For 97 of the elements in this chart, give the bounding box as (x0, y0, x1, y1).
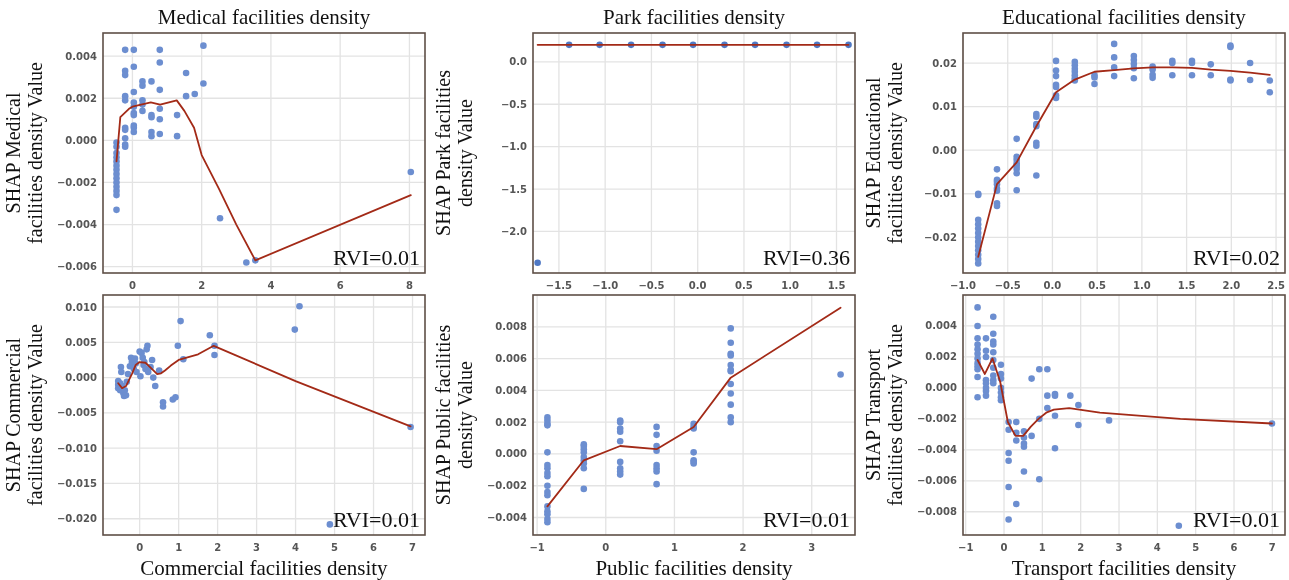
y-tick-label: 0.01 (932, 101, 958, 113)
x-tick-label: −1.5 (545, 280, 572, 291)
y-tick-label: 0.008 (495, 321, 528, 333)
x-tick-label: 0.0 (1043, 280, 1062, 291)
x-tick-label: 0.5 (735, 280, 753, 291)
x-axis-title: Transport facilities density (1011, 556, 1237, 580)
annotation: RVI=0.01 (332, 245, 420, 270)
x-tick-label: 0.5 (1088, 280, 1107, 291)
x-tick-label: 2.0 (1222, 280, 1241, 291)
x-tick-label: 7 (1268, 542, 1276, 553)
chart-title: Medical facilities density (157, 5, 371, 29)
x-tick-label: 3 (253, 542, 261, 553)
y-tick-label: −0.004 (916, 444, 958, 456)
x-tick-label: 0 (136, 542, 144, 553)
x-tick-label: 4 (292, 542, 300, 553)
x-axis-title: Public facilities density (595, 556, 794, 580)
y-tick-label: −0.002 (486, 480, 528, 492)
x-tick-label: 1 (670, 542, 678, 553)
x-tick-label: 5 (1192, 542, 1200, 553)
x-tick-label: 1 (1038, 542, 1046, 553)
x-tick-label: 3 (808, 542, 816, 553)
y-axis-title: SHAP Park facilities density Value (432, 69, 477, 236)
y-tick-label: −0.002 (916, 413, 958, 425)
y-tick-label: 0.000 (925, 382, 958, 394)
y-tick-label: −0.005 (56, 407, 98, 419)
x-tick-label: 3 (1115, 542, 1123, 553)
x-tick-label: 4 (267, 280, 275, 291)
x-tick-label: 4 (1153, 542, 1161, 553)
y-tick-label: 0.010 (65, 301, 98, 313)
x-tick-label: 0.0 (688, 280, 707, 291)
y-tick-label: 0.000 (65, 134, 98, 146)
y-tick-label: −0.006 (56, 261, 98, 273)
y-axis-title: SHAP Transport facilities density Value (862, 323, 907, 506)
x-tick-label: −1.0 (949, 280, 977, 291)
y-tick-label: 0.004 (65, 50, 98, 62)
annotation: RVI=0.01 (762, 507, 850, 532)
y-tick-label: −0.5 (500, 98, 528, 110)
x-tick-label: 2.5 (1267, 280, 1285, 291)
x-tick-label: 6 (336, 280, 344, 291)
y-tick-label: −0.004 (56, 219, 98, 231)
y-tick-label: 0.000 (495, 448, 528, 460)
y-tick-label: 0.002 (495, 416, 528, 428)
y-axis-title: SHAP Educational facilities density Value (862, 61, 907, 244)
y-tick-label: 0.002 (925, 351, 958, 363)
y-tick-label: 0.0 (509, 56, 528, 68)
x-tick-label: −1.0 (592, 280, 619, 291)
x-tick-label: 0 (128, 280, 136, 291)
y-tick-label: −0.010 (56, 442, 98, 454)
y-tick-label: −2.0 (500, 225, 528, 237)
y-axis-title: SHAP Public facilities density Value (432, 324, 477, 506)
x-tick-label: 8 (405, 280, 413, 291)
x-tick-label: 7 (409, 542, 417, 553)
annotation: RVI=0.01 (332, 507, 420, 532)
y-tick-label: 0.000 (65, 372, 98, 384)
x-tick-label: −1 (529, 542, 545, 553)
x-tick-label: −0.5 (638, 280, 665, 291)
y-tick-label: 0.006 (495, 353, 528, 365)
y-tick-label: −1.0 (500, 141, 528, 153)
x-tick-label: 6 (370, 542, 378, 553)
x-tick-label: 1 (175, 542, 183, 553)
y-tick-label: 0.004 (925, 320, 958, 332)
x-tick-label: 0 (602, 542, 610, 553)
chart-title: Park facilities density (603, 5, 786, 29)
y-axis-title: SHAP Medical facilities density Value (2, 61, 47, 244)
y-tick-label: −0.008 (916, 506, 958, 518)
y-tick-label: −0.01 (923, 188, 958, 200)
y-axis-title: SHAP Commercial facilities density Value (2, 323, 47, 506)
y-tick-label: 0.005 (65, 336, 98, 348)
y-tick-label: 0.00 (932, 144, 958, 156)
x-tick-label: 5 (331, 542, 339, 553)
x-tick-label: 2 (198, 280, 206, 291)
y-tick-label: −0.006 (916, 475, 958, 487)
y-tick-label: −0.002 (56, 176, 98, 188)
x-tick-label: 0 (1000, 542, 1008, 553)
annotation: RVI=0.02 (1192, 245, 1280, 270)
y-tick-label: −0.020 (56, 513, 98, 525)
y-tick-label: −0.015 (56, 477, 98, 489)
annotation: RVI=0.36 (762, 245, 850, 270)
annotation: RVI=0.01 (1192, 507, 1280, 532)
x-tick-label: 2 (214, 542, 222, 553)
x-tick-label: 1.5 (827, 280, 846, 291)
y-tick-label: −1.5 (500, 183, 528, 195)
y-tick-label: −0.004 (486, 512, 528, 524)
x-tick-label: 1.5 (1177, 280, 1196, 291)
y-tick-label: 0.02 (932, 57, 958, 69)
x-tick-label: 1.0 (781, 280, 800, 291)
y-tick-label: 0.004 (495, 384, 528, 396)
x-tick-label: 6 (1230, 542, 1238, 553)
x-tick-label: 2 (739, 542, 747, 553)
x-tick-label: 2 (1077, 542, 1085, 553)
x-tick-label: 1.0 (1133, 280, 1151, 291)
y-tick-label: 0.002 (65, 92, 98, 104)
x-tick-label: −0.5 (994, 280, 1021, 291)
x-axis-title: Commercial facilities density (140, 556, 389, 580)
chart-title: Educational facilities density (1002, 5, 1247, 29)
x-tick-label: −1 (958, 542, 974, 553)
y-tick-label: −0.02 (923, 231, 958, 243)
